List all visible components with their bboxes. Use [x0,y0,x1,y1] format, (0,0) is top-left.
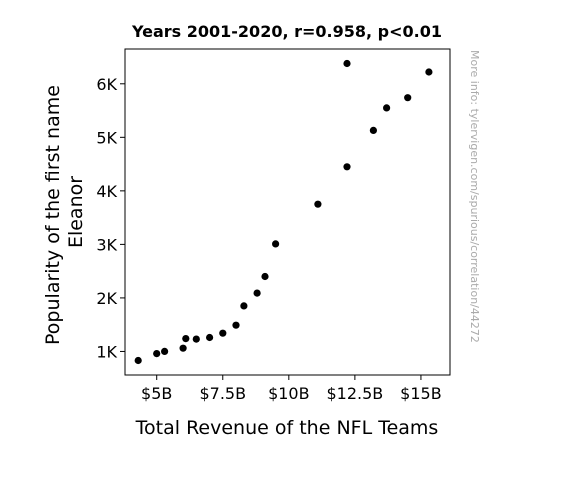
x-tick-label-2: $7.5B [199,384,246,403]
chart-title: Years 2001-2020, r=0.958, p<0.01 [131,22,442,41]
x-axis-ticks: $5B $7.5B $10B $12.5B $15B [141,375,442,403]
data-point-19 [404,94,412,102]
data-point-9 [232,321,240,329]
data-point-18 [383,104,391,112]
data-point-2 [153,350,161,358]
data-point-20 [425,68,433,76]
data-point-15 [343,163,351,171]
data-points [134,59,433,365]
data-point-1 [134,356,142,365]
data-point-8 [219,329,227,337]
data-point-10 [240,302,248,310]
y-axis-label-line-2: Eleanor [65,176,87,248]
y-tick-label-2: 2K [96,289,117,308]
x-axis-label: Total Revenue of the NFL Teams [135,417,439,439]
data-point-5 [182,335,190,343]
data-point-16 [343,59,351,68]
y-axis-label-line-1: Popularity of the first name [42,85,64,345]
data-point-17 [369,126,377,134]
x-tick-label-4: $12.5B [326,384,383,403]
watermark-text: More info: tylervigen.com/spurious/corre… [468,50,481,343]
data-point-13 [272,240,280,248]
y-tick-label-6: 6K [96,75,117,94]
y-tick-label-4: 4K [96,182,117,201]
x-tick-label-3: $10B [268,384,310,403]
data-point-7 [206,333,214,342]
y-axis-ticks: 1K 2K 3K 4K 5K 6K [96,75,125,361]
y-tick-label-3: 3K [96,235,117,254]
data-point-4 [179,344,187,352]
y-axis-label: Popularity of the first name Eleanor [42,79,87,345]
data-point-3 [161,347,169,355]
plot-area [124,48,451,376]
x-tick-label-1: $5B [141,384,172,403]
data-point-12 [261,272,269,281]
y-tick-label-5: 5K [96,128,117,147]
data-point-6 [192,335,200,343]
data-point-11 [253,289,261,297]
y-tick-label-1: 1K [96,342,117,361]
data-point-14 [314,200,322,208]
x-tick-label-5: $15B [400,384,442,403]
